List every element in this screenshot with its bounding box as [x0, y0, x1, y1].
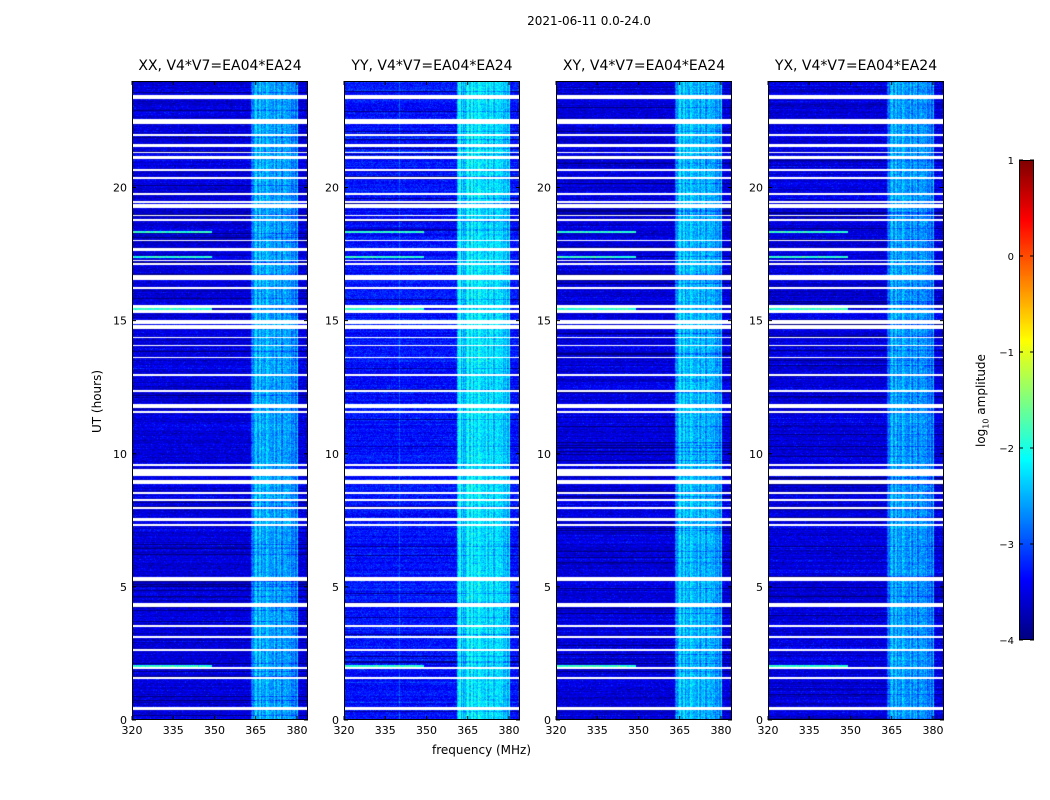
- y-tick-label: 0: [120, 714, 127, 727]
- colorbar-tick-label: −1: [999, 348, 1014, 359]
- panel-frame: [345, 82, 520, 720]
- x-tick-label: 365: [669, 724, 690, 737]
- x-tick-label: 380: [499, 724, 520, 737]
- x-tick-label: 335: [375, 724, 396, 737]
- x-tick-label: 335: [799, 724, 820, 737]
- y-tick-label: 15: [113, 315, 127, 328]
- x-tick-label: 365: [881, 724, 902, 737]
- x-tick-label: 335: [163, 724, 184, 737]
- x-tick-label: 365: [457, 724, 478, 737]
- colorbar-label-sub: 10: [981, 419, 990, 429]
- colorbar-tick-label: −2: [999, 444, 1014, 455]
- x-axis-label: frequency (MHz): [432, 743, 531, 757]
- x-tick-label: 380: [923, 724, 944, 737]
- colorbar-label-rest: amplitude: [974, 354, 988, 418]
- panel-frame: [133, 82, 308, 720]
- x-tick-label: 350: [416, 724, 437, 737]
- colorbar-frame: [1020, 161, 1034, 640]
- panel-frame: [769, 82, 944, 720]
- y-tick-label: 0: [756, 714, 763, 727]
- figure: 2021-06-11 0.0-24.0 XX, V4*V7=EA04*EA24 …: [0, 0, 1050, 800]
- y-tick-label: 20: [749, 182, 763, 195]
- y-tick-label: 5: [332, 581, 339, 594]
- x-tick-label: 365: [245, 724, 266, 737]
- y-tick-label: 0: [544, 714, 551, 727]
- y-tick-label: 15: [749, 315, 763, 328]
- colorbar-tick-label: −4: [999, 636, 1014, 647]
- axes-overlay: 320 335 350 365 38005101520320 335 350 365 38005…: [0, 0, 1050, 800]
- y-tick-label: 10: [113, 448, 127, 461]
- y-tick-label: 10: [537, 448, 551, 461]
- y-tick-label: 5: [120, 581, 127, 594]
- x-tick-label: 380: [711, 724, 732, 737]
- y-tick-label: 5: [756, 581, 763, 594]
- y-tick-label: 20: [113, 182, 127, 195]
- colorbar-tick-label: 0: [1008, 252, 1014, 263]
- y-tick-label: 0: [332, 714, 339, 727]
- y-tick-label: 15: [325, 315, 339, 328]
- x-tick-label: 350: [628, 724, 649, 737]
- y-tick-label: 10: [749, 448, 763, 461]
- y-tick-label: 20: [537, 182, 551, 195]
- y-axis-label: UT (hours): [90, 370, 104, 433]
- colorbar-tick-label: 1: [1008, 156, 1014, 167]
- y-tick-label: 20: [325, 182, 339, 195]
- colorbar-tick-label: −3: [999, 540, 1014, 551]
- y-tick-label: 10: [325, 448, 339, 461]
- y-tick-label: 15: [537, 315, 551, 328]
- x-tick-label: 335: [587, 724, 608, 737]
- x-tick-label: 350: [840, 724, 861, 737]
- colorbar-label-base: log: [974, 429, 988, 447]
- panel-frame: [557, 82, 732, 720]
- colorbar-label: log10 amplitude: [974, 354, 990, 447]
- x-tick-label: 380: [287, 724, 308, 737]
- y-tick-label: 5: [544, 581, 551, 594]
- x-tick-label: 350: [204, 724, 225, 737]
